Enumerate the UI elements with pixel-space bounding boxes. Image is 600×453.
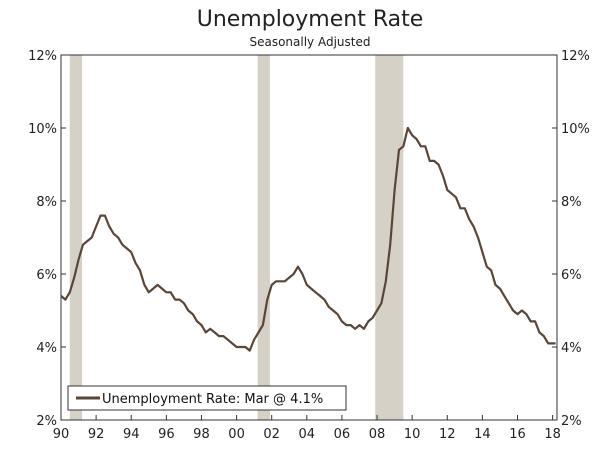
y-tick-left-label: 4% [36,341,57,356]
plot-frame [60,54,558,421]
chart-title: Unemployment Rate [197,7,424,32]
x-tick-label: 12 [439,427,456,442]
x-tick-label: 06 [334,427,351,442]
legend-label: Unemployment Rate: Mar @ 4.1% [102,392,323,407]
unemployment-rate-line [60,126,556,352]
legend-box [67,385,347,411]
recession-bands [69,55,404,420]
y-tick-right-label: 8% [561,195,582,210]
x-tick-label: 16 [509,427,526,442]
x-tick-label: 92 [88,427,105,442]
chart-subtitle: Seasonally Adjusted [249,35,370,49]
x-tick-label: 14 [474,427,491,442]
y-tick-left-label: 12% [28,49,57,64]
x-axis: 90 92 94 96 98 00 02 04 06 08 10 12 14 16 18 [53,415,561,442]
x-tick-label: 10 [404,427,421,442]
x-tick-label: 02 [263,427,280,442]
x-tick-label: 08 [369,427,386,442]
right-y-axis: 2% 4% 6% 8% 10% 12% [552,49,590,429]
y-tick-left-label: 2% [36,414,57,429]
x-tick-label: 00 [228,427,245,442]
legend: Unemployment Rate: Mar @ 4.1% [67,385,347,411]
x-tick-label: 94 [123,427,140,442]
x-tick-label: 18 [544,427,561,442]
y-tick-left-label: 8% [36,195,57,210]
recession-band-2 [375,55,404,420]
recession-band-0 [69,55,83,420]
y-tick-left-label: 10% [28,122,57,137]
y-tick-right-label: 10% [561,122,590,137]
x-tick-label: 04 [299,427,316,442]
x-tick-label: 96 [158,427,175,442]
y-tick-right-label: 4% [561,341,582,356]
y-tick-left-label: 6% [36,268,57,283]
recession-band-1 [257,55,270,420]
y-tick-right-label: 2% [561,414,582,429]
left-y-axis: 2% 4% 6% 8% 10% 12% [28,49,66,429]
x-tick-label: 90 [53,427,70,442]
x-tick-label: 98 [193,427,210,442]
y-tick-right-label: 6% [561,268,582,283]
y-tick-right-label: 12% [561,49,590,64]
